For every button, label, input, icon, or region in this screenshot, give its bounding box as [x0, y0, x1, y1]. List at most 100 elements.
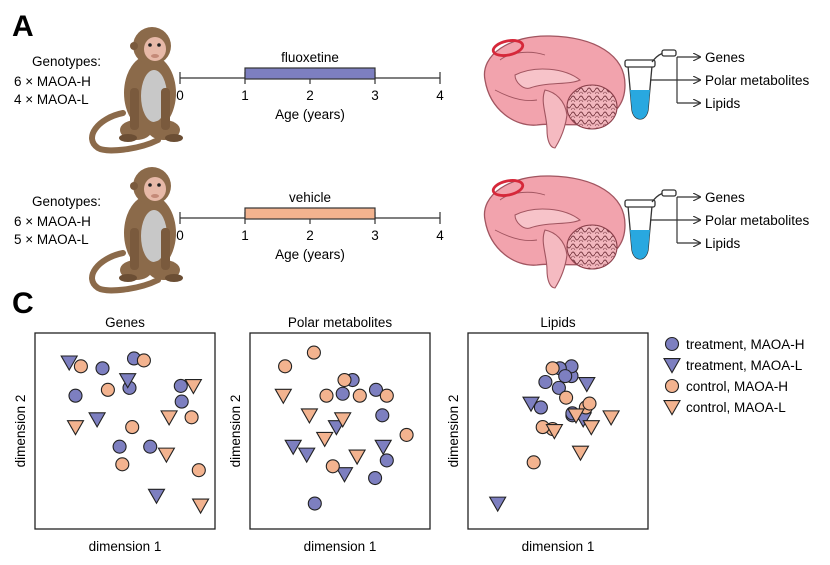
data-point — [115, 457, 130, 472]
tick-label: 4 — [436, 88, 444, 103]
data-point — [325, 459, 340, 474]
data-point — [533, 400, 548, 415]
data-point — [571, 445, 590, 462]
treatment-bar — [244, 67, 376, 80]
genotype-line: 6 × MAOA-H — [14, 74, 91, 89]
axis-label: Age (years) — [275, 107, 345, 122]
monkey-icon — [92, 167, 183, 290]
data-point — [68, 388, 83, 403]
data-point — [368, 382, 384, 397]
data-point — [173, 378, 188, 393]
data-point — [379, 388, 394, 403]
legend-label: control, MAOA-H — [686, 379, 788, 394]
data-point — [100, 382, 115, 397]
legend-label: treatment, MAOA-L — [686, 358, 803, 373]
scatter-polar-metabolites: Polar metabolites dimension 1 dimension … — [228, 315, 431, 554]
panel-a-label: A — [12, 10, 34, 43]
plot-title: Lipids — [540, 315, 576, 330]
data-point — [488, 496, 507, 513]
scatter-genes: Genes dimension 1 dimension 2 — [13, 315, 216, 554]
data-point — [274, 388, 293, 405]
data-point — [582, 420, 601, 436]
outputs: Genes Polar metabolites Lipids — [650, 50, 810, 111]
x-axis-label: dimension 1 — [304, 539, 377, 554]
monkey-icon — [92, 27, 183, 150]
tick-label: 4 — [436, 228, 444, 243]
data-point — [306, 345, 321, 360]
data-point — [300, 408, 319, 425]
plot-frame — [34, 332, 216, 530]
data-point — [375, 408, 390, 423]
data-point — [73, 359, 88, 374]
tick-label: 2 — [306, 88, 314, 103]
output-label: Lipids — [705, 236, 741, 251]
data-point — [545, 361, 560, 376]
genotype-block: Genotypes: 6 × MAOA-H 5 × MAOA-L — [14, 194, 101, 247]
outputs: Genes Polar metabolites Lipids — [650, 190, 810, 251]
data-point — [157, 447, 176, 464]
genotype-line: 5 × MAOA-L — [14, 232, 89, 247]
data-point — [337, 372, 352, 388]
data-point — [191, 498, 210, 515]
data-point — [160, 410, 179, 426]
data-point — [567, 408, 585, 425]
y-axis-label: dimension 2 — [446, 395, 461, 468]
data-point — [66, 420, 85, 436]
output-label: Genes — [705, 190, 745, 205]
tick-label: 0 — [176, 88, 184, 103]
data-point — [368, 470, 383, 486]
output-label: Polar metabolites — [705, 213, 810, 228]
scatter-marks — [60, 351, 210, 515]
data-point — [184, 410, 199, 425]
data-point — [191, 463, 206, 478]
data-point — [559, 390, 574, 405]
genotype-line: 4 × MAOA-L — [14, 92, 89, 107]
tick-label: 1 — [241, 228, 249, 243]
plot-frame — [249, 332, 431, 530]
data-point — [184, 378, 203, 395]
data-point — [374, 439, 393, 456]
plot-title: Genes — [105, 315, 145, 330]
legend-label: control, MAOA-L — [686, 400, 786, 415]
data-point — [88, 412, 107, 428]
axis-label: Age (years) — [275, 247, 345, 262]
legend-marker — [664, 336, 680, 352]
brain-icon — [483, 34, 627, 150]
legend-marker — [664, 378, 680, 394]
data-point — [348, 449, 367, 466]
legend-marker — [663, 358, 681, 374]
data-point — [522, 396, 540, 413]
data-point — [352, 388, 367, 403]
scatter-marks — [274, 345, 414, 511]
treatment-label: vehicle — [289, 190, 331, 205]
data-point — [125, 420, 140, 435]
data-point — [551, 380, 566, 395]
data-point — [558, 369, 573, 384]
data-point — [278, 359, 293, 374]
scatter-lipids: Lipids dimension 1 dimension 2 — [446, 315, 649, 554]
timeline: fluoxetine 0 1 2 3 4 Age (years) — [176, 50, 444, 122]
data-point — [315, 431, 334, 448]
tick-label: 3 — [371, 228, 379, 243]
cohort-control: Genotypes: 6 × MAOA-H 5 × MAOA-L vehicle… — [14, 167, 810, 290]
y-axis-label: dimension 2 — [13, 395, 28, 468]
panel-c-label: C — [12, 287, 34, 320]
data-point — [333, 412, 352, 428]
data-point — [60, 355, 79, 372]
tick-label: 1 — [241, 88, 249, 103]
tube-icon — [624, 49, 677, 120]
timeline: vehicle 0 1 2 3 4 Age (years) — [176, 190, 444, 262]
output-label: Polar metabolites — [705, 73, 810, 88]
legend: treatment, MAOA-H treatment, MAOA-L contro… — [663, 336, 805, 416]
data-point — [147, 488, 166, 505]
x-axis-label: dimension 1 — [522, 539, 595, 554]
output-label: Genes — [705, 50, 745, 65]
output-label: Lipids — [705, 96, 741, 111]
data-point — [143, 439, 158, 454]
legend-label: treatment, MAOA-H — [686, 337, 805, 352]
plot-title: Polar metabolites — [288, 315, 393, 330]
data-point — [545, 424, 564, 440]
data-point — [95, 361, 110, 376]
tick-label: 0 — [176, 228, 184, 243]
